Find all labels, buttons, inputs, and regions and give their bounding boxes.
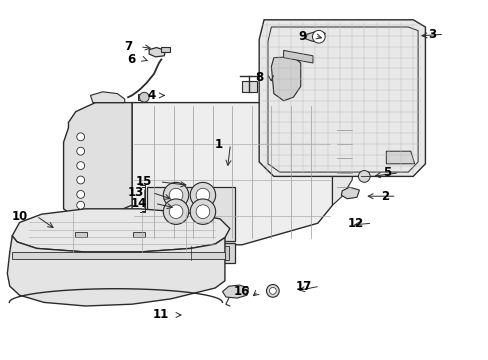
Text: 16: 16 — [234, 285, 250, 298]
Circle shape — [312, 30, 325, 43]
Circle shape — [77, 133, 84, 141]
Circle shape — [77, 190, 84, 198]
Text: 15: 15 — [135, 175, 151, 188]
Text: 12: 12 — [347, 217, 364, 230]
Polygon shape — [259, 20, 425, 176]
Circle shape — [358, 171, 369, 182]
Text: 1: 1 — [214, 138, 222, 150]
Text: 8: 8 — [254, 71, 263, 84]
Polygon shape — [242, 81, 256, 92]
Text: 13: 13 — [128, 186, 144, 199]
Text: 4: 4 — [147, 89, 155, 102]
Text: 7: 7 — [123, 40, 132, 53]
Polygon shape — [75, 232, 86, 237]
Circle shape — [77, 176, 84, 184]
Text: 6: 6 — [127, 53, 136, 66]
Polygon shape — [147, 243, 234, 263]
Text: 5: 5 — [382, 166, 390, 179]
Circle shape — [266, 284, 279, 297]
Text: 2: 2 — [380, 190, 388, 203]
Text: 10: 10 — [12, 210, 28, 222]
Circle shape — [190, 183, 215, 208]
Polygon shape — [12, 252, 224, 259]
Polygon shape — [132, 103, 332, 245]
Polygon shape — [146, 187, 234, 241]
Circle shape — [190, 199, 215, 224]
Polygon shape — [283, 50, 312, 63]
Circle shape — [139, 92, 149, 102]
Polygon shape — [138, 94, 145, 100]
Polygon shape — [7, 236, 224, 306]
Text: 3: 3 — [427, 28, 435, 41]
Polygon shape — [154, 246, 228, 260]
Polygon shape — [271, 57, 300, 101]
Polygon shape — [149, 48, 165, 57]
Polygon shape — [12, 209, 229, 252]
Text: 9: 9 — [298, 30, 306, 42]
Circle shape — [163, 199, 188, 224]
Polygon shape — [386, 151, 414, 164]
Text: 14: 14 — [130, 197, 146, 210]
Polygon shape — [161, 47, 170, 52]
Polygon shape — [341, 187, 359, 199]
Circle shape — [269, 287, 276, 294]
Polygon shape — [90, 92, 124, 103]
Circle shape — [77, 201, 84, 209]
Circle shape — [163, 183, 188, 208]
Polygon shape — [63, 103, 132, 220]
Circle shape — [77, 147, 84, 155]
Polygon shape — [305, 32, 325, 41]
Circle shape — [196, 205, 209, 219]
Polygon shape — [222, 285, 248, 298]
Polygon shape — [332, 103, 354, 205]
Circle shape — [196, 188, 209, 202]
Circle shape — [169, 188, 183, 202]
Text: 17: 17 — [295, 280, 311, 293]
Polygon shape — [133, 232, 145, 237]
Circle shape — [169, 205, 183, 219]
Circle shape — [77, 162, 84, 170]
Text: 11: 11 — [152, 309, 168, 321]
